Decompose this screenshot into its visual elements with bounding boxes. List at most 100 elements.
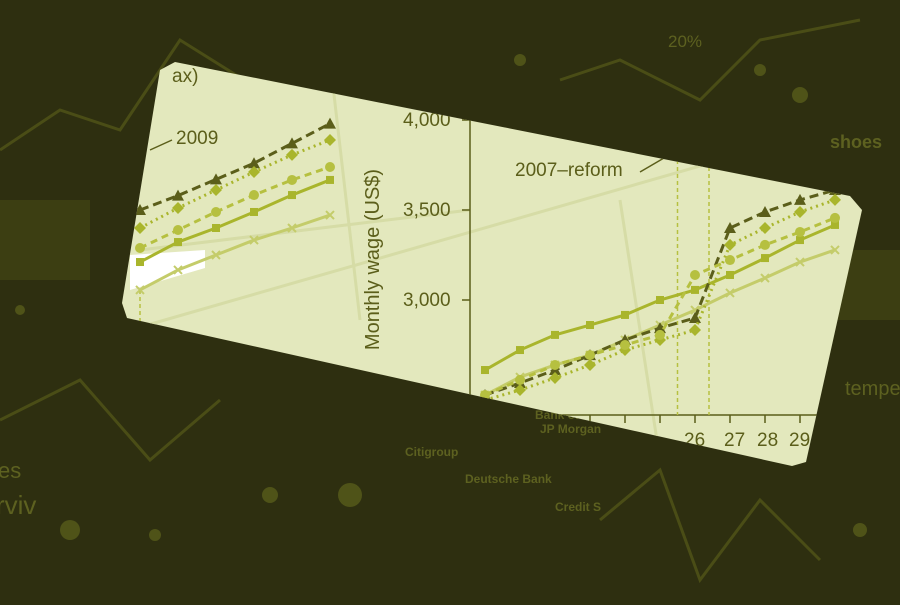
cross-marker (830, 245, 840, 255)
y-tick-label: 3,500 (403, 200, 451, 221)
triangle-marker (654, 322, 666, 334)
series-line (139, 165, 331, 250)
triangle-marker (172, 189, 184, 201)
square-marker (326, 175, 334, 184)
square-marker (288, 191, 296, 200)
diamond-marker (689, 324, 701, 337)
y-tick-label: 3,000 (403, 290, 451, 311)
annotation-leader-2009 (149, 139, 173, 151)
square-marker (761, 254, 769, 263)
circle-marker (287, 174, 297, 185)
diamond-marker (794, 205, 806, 218)
triangle-marker (248, 157, 260, 169)
circle-marker (725, 255, 735, 266)
bg-label: Citigroup (405, 445, 459, 459)
diamond-marker (549, 371, 561, 384)
circle-marker (830, 212, 840, 223)
diamond-marker (286, 148, 298, 161)
series-line (139, 178, 331, 264)
circle-marker (515, 374, 525, 385)
triangle-marker (724, 222, 736, 233)
circle-marker (173, 224, 183, 235)
y-axis-title: Monthly wage (US$) (362, 168, 385, 351)
square-marker (481, 366, 489, 375)
square-marker (796, 236, 804, 245)
title-fragment: ax) (172, 66, 199, 87)
diamond-marker (324, 133, 336, 146)
circle-marker (795, 226, 805, 237)
square-marker (516, 346, 524, 355)
series-line (139, 138, 331, 230)
series-line (484, 216, 836, 397)
diamond-marker (172, 202, 184, 215)
circle-marker (690, 269, 700, 280)
diamond-marker (134, 222, 146, 234)
circle-marker (585, 350, 595, 361)
square-marker (551, 330, 559, 339)
bg-label: 20% (668, 32, 703, 51)
circle-marker (211, 206, 221, 217)
square-marker (691, 285, 699, 294)
circle-marker (135, 242, 145, 253)
square-marker (174, 238, 182, 247)
bg-label: Deutsche Bank (465, 472, 552, 486)
series-line (484, 188, 836, 397)
diamond-marker (210, 184, 222, 197)
square-marker (136, 258, 144, 267)
x-tick-label: 28 (757, 430, 779, 451)
annotation-leader-reform (639, 157, 665, 173)
triangle-marker (286, 137, 298, 149)
highlight-patch (130, 250, 205, 290)
x-tick-label: 29 (789, 430, 811, 451)
bg-label: Credit S (555, 500, 602, 514)
bg-label: shoes (830, 132, 883, 152)
annotation-2009: 2009 (176, 128, 219, 149)
triangle-marker (759, 205, 771, 217)
cross-marker (211, 250, 221, 260)
x-tick-label: 27 (724, 430, 746, 451)
square-marker (831, 220, 839, 229)
bg-label: es (0, 458, 22, 483)
square-marker (726, 270, 734, 279)
cross-marker (173, 265, 183, 275)
triangle-marker (134, 204, 146, 215)
circle-marker (550, 359, 560, 370)
diamond-marker (829, 193, 841, 206)
diamond-marker (248, 166, 260, 179)
circle-marker (249, 190, 259, 201)
square-marker (586, 321, 594, 330)
circle-marker (325, 161, 335, 172)
cross-marker (249, 235, 259, 245)
series-line (139, 122, 331, 212)
triangle-marker (324, 117, 336, 129)
triangle-marker (794, 193, 806, 205)
cross-marker (760, 273, 770, 283)
series-line (484, 198, 836, 402)
square-marker (656, 296, 664, 304)
triangle-marker (689, 312, 701, 323)
diamond-marker (724, 238, 736, 251)
cross-marker (725, 288, 735, 298)
y-tick-label: 4,000 (403, 110, 451, 131)
circle-marker (655, 329, 665, 340)
diamond-marker (584, 358, 596, 371)
background-texture-line (618, 199, 662, 461)
square-marker (250, 207, 258, 216)
square-marker (621, 310, 629, 319)
cross-marker (795, 257, 805, 267)
background-texture-line (139, 208, 471, 252)
diamond-marker (514, 384, 526, 396)
bg-label: JP Morgan (540, 422, 602, 436)
circle-marker (760, 239, 770, 250)
cross-marker (135, 285, 145, 295)
cross-marker (325, 210, 335, 220)
bg-label: tempe (845, 378, 900, 400)
bg-label: rviv (0, 490, 37, 520)
cross-marker (287, 223, 297, 233)
circle-marker (620, 340, 630, 350)
background-texture-line (328, 62, 362, 321)
diamond-marker (759, 222, 771, 234)
square-marker (212, 224, 220, 232)
